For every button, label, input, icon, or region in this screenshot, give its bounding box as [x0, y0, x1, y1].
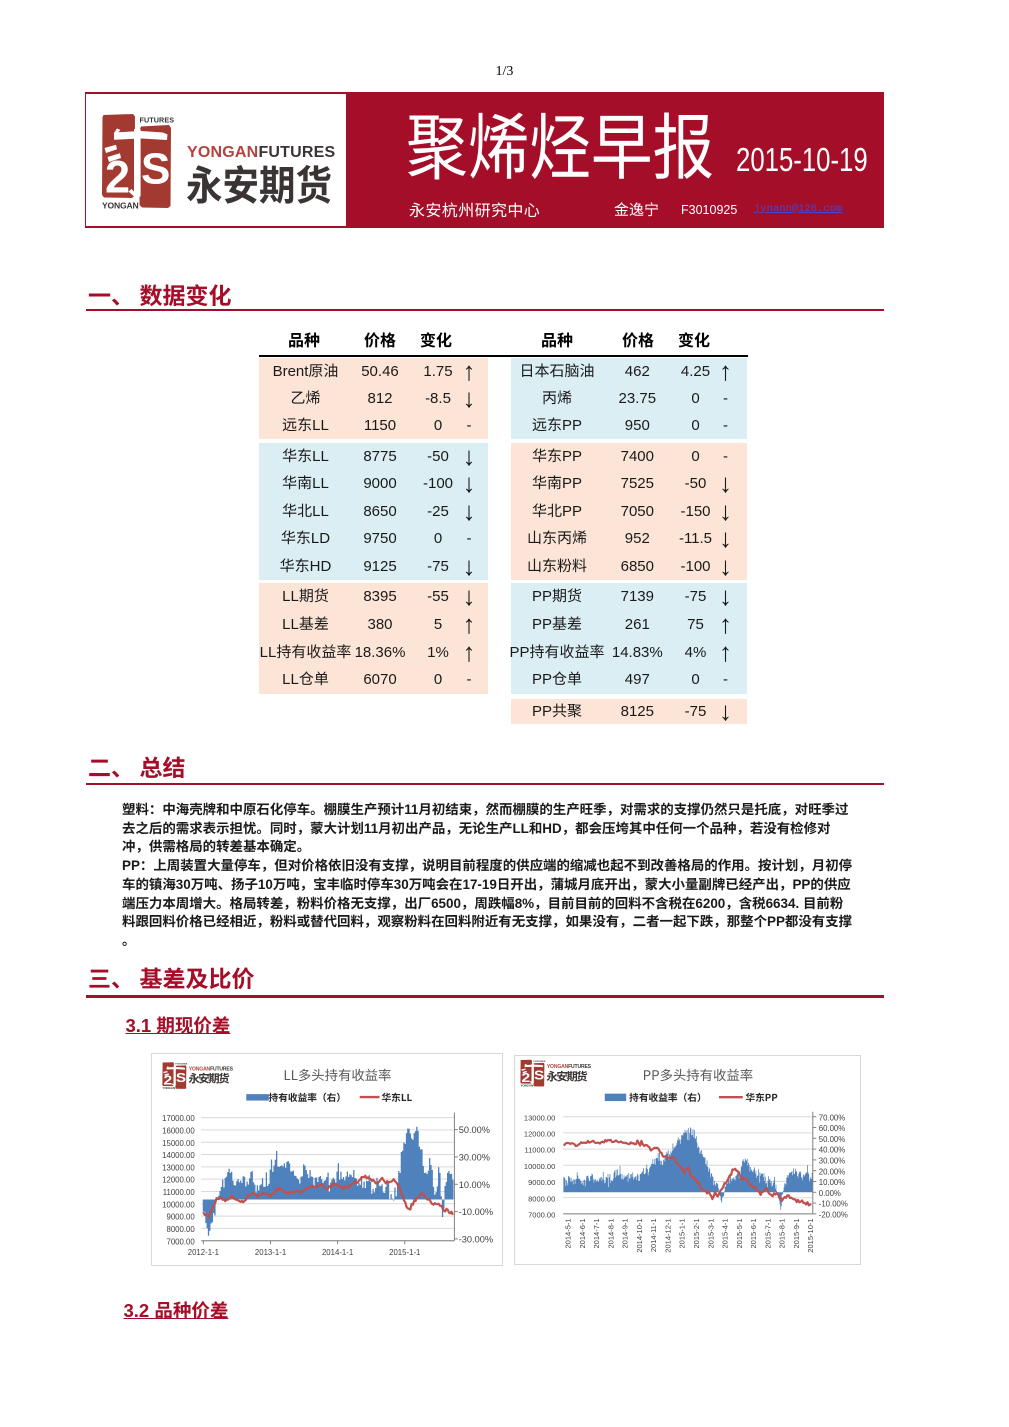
svg-text:2014-11-1: 2014-11-1 — [649, 1218, 658, 1252]
svg-text:2015-7-1: 2015-7-1 — [763, 1218, 772, 1248]
svg-text:2012-1-1: 2012-1-1 — [188, 1248, 219, 1257]
svg-text:华东PP: 华东PP — [745, 1090, 778, 1104]
svg-text:14000.00: 14000.00 — [162, 1151, 195, 1160]
svg-text:持有收益率（右）: 持有收益率（右） — [269, 1090, 347, 1104]
svg-text:60.00%: 60.00% — [819, 1124, 846, 1133]
svg-text:2015-4-1: 2015-4-1 — [721, 1218, 730, 1248]
svg-text:2015-1-1: 2015-1-1 — [678, 1218, 687, 1248]
svg-text:8000.00: 8000.00 — [528, 1194, 555, 1203]
svg-text:2014-8-1: 2014-8-1 — [606, 1218, 615, 1248]
svg-text:2015-1-1: 2015-1-1 — [389, 1248, 420, 1257]
svg-text:2015-10-1: 2015-10-1 — [806, 1218, 815, 1252]
svg-text:-30.00%: -30.00% — [459, 1235, 493, 1245]
svg-text:70.00%: 70.00% — [819, 1113, 846, 1122]
svg-text:7000.00: 7000.00 — [528, 1210, 555, 1219]
svg-text:YONGAN: YONGAN — [102, 201, 139, 211]
svg-text:2013-1-1: 2013-1-1 — [255, 1248, 286, 1257]
svg-text:FUTURES: FUTURES — [140, 116, 175, 125]
svg-text:15000.00: 15000.00 — [162, 1139, 195, 1148]
svg-text:2014-5-1: 2014-5-1 — [564, 1218, 573, 1248]
svg-text:16000.00: 16000.00 — [162, 1126, 195, 1135]
svg-text:2015-8-1: 2015-8-1 — [778, 1218, 787, 1248]
svg-text:2014-6-1: 2014-6-1 — [578, 1218, 587, 1248]
svg-text:50.00%: 50.00% — [819, 1135, 846, 1144]
svg-text:S: S — [141, 145, 170, 194]
svg-text:13000.00: 13000.00 — [162, 1163, 195, 1172]
svg-text:30.00%: 30.00% — [459, 1152, 490, 1162]
svg-text:12000.00: 12000.00 — [524, 1129, 555, 1138]
svg-text:10000.00: 10000.00 — [524, 1162, 555, 1171]
svg-text:9000.00: 9000.00 — [528, 1178, 555, 1187]
svg-text:LL多头持有收益率: LL多头持有收益率 — [283, 1064, 391, 1084]
svg-text:2014-1-1: 2014-1-1 — [322, 1248, 353, 1257]
svg-text:17000.00: 17000.00 — [162, 1114, 195, 1123]
svg-text:华东LL: 华东LL — [381, 1090, 412, 1104]
svg-text:11000.00: 11000.00 — [524, 1146, 555, 1155]
svg-text:10.00%: 10.00% — [459, 1180, 490, 1190]
svg-text:10.00%: 10.00% — [819, 1178, 846, 1187]
svg-text:2014-12-1: 2014-12-1 — [663, 1218, 672, 1252]
svg-text:2015-9-1: 2015-9-1 — [792, 1218, 801, 1248]
svg-text:2014-10-1: 2014-10-1 — [635, 1218, 644, 1252]
svg-text:持有收益率（右）: 持有收益率（右） — [629, 1090, 707, 1104]
svg-text:20.00%: 20.00% — [819, 1167, 846, 1176]
svg-text:PP多头持有收益率: PP多头持有收益率 — [643, 1064, 753, 1084]
svg-text:2015-5-1: 2015-5-1 — [735, 1218, 744, 1248]
svg-text:2015-6-1: 2015-6-1 — [749, 1218, 758, 1248]
svg-text:11000.00: 11000.00 — [163, 1188, 196, 1197]
svg-text:13000.00: 13000.00 — [524, 1113, 555, 1122]
svg-text:-10.00%: -10.00% — [459, 1207, 493, 1217]
svg-text:30.00%: 30.00% — [819, 1156, 846, 1165]
svg-text:2014-7-1: 2014-7-1 — [592, 1218, 601, 1248]
svg-text:8000.00: 8000.00 — [167, 1225, 196, 1234]
svg-text:50.00%: 50.00% — [459, 1125, 490, 1135]
svg-text:2014-9-1: 2014-9-1 — [621, 1218, 630, 1248]
svg-text:40.00%: 40.00% — [819, 1146, 846, 1155]
svg-text:2: 2 — [105, 152, 130, 203]
svg-text:0.00%: 0.00% — [819, 1189, 841, 1198]
svg-text:10000.00: 10000.00 — [162, 1200, 195, 1209]
svg-text:2015-2-1: 2015-2-1 — [692, 1218, 701, 1248]
svg-text:7000.00: 7000.00 — [167, 1237, 196, 1246]
svg-text:-10.00%: -10.00% — [819, 1200, 848, 1209]
svg-text:9000.00: 9000.00 — [167, 1213, 196, 1222]
svg-text:2015-3-1: 2015-3-1 — [706, 1218, 715, 1248]
svg-text:12000.00: 12000.00 — [162, 1176, 195, 1185]
svg-text:-20.00%: -20.00% — [819, 1210, 848, 1219]
